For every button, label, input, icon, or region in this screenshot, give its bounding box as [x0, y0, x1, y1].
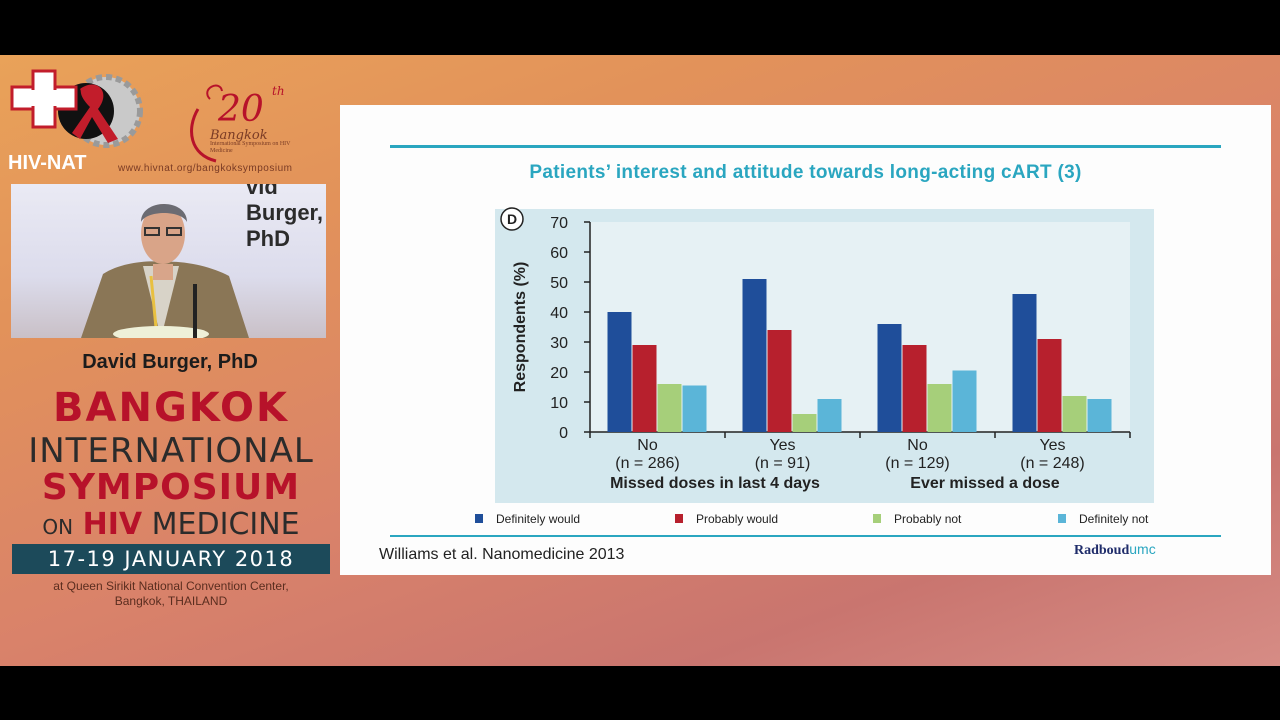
bar [877, 324, 902, 432]
panel-label-circle [500, 207, 524, 231]
speaker-figure [81, 204, 249, 338]
bar [632, 345, 657, 432]
x-tick-label-n: (n = 286) [615, 455, 679, 472]
symposium-title-hiv: HIV [82, 507, 143, 542]
speaker-video-feed: vid Burger, PhD [11, 184, 326, 338]
x-tick-label-n: (n = 248) [1020, 455, 1084, 472]
y-tick-label: 50 [550, 275, 568, 292]
slide-title: Patients’ interest and attitude towards … [529, 162, 1082, 183]
y-tick-label: 0 [559, 425, 568, 442]
y-tick-label: 40 [550, 305, 568, 322]
legend-swatch [873, 514, 881, 523]
hivnat-logo: HIV-NAT [8, 69, 143, 174]
x-group-label: Ever missed a dose [910, 475, 1060, 492]
bar [952, 370, 977, 432]
bar [682, 385, 707, 432]
x-tick-label: Yes [1039, 437, 1065, 454]
brand-suffix: umc [1129, 541, 1156, 557]
bar [817, 399, 842, 432]
x-group-label: Missed doses in last 4 days [610, 475, 820, 492]
bar [607, 312, 632, 432]
venue-line-1: at Queen Sirikit National Convention Cen… [53, 579, 289, 593]
legend-swatch [675, 514, 683, 523]
radboudumc-logo: Radboudumc [1074, 541, 1156, 559]
conference-branding-panel: HIV-NAT 20 th Bangkok International Symp… [0, 55, 340, 666]
legend-label: Definitely would [496, 512, 580, 526]
presentation-slide: Patients’ interest and attitude towards … [340, 105, 1271, 575]
symposium-dates: 17-19 JANUARY 2018 [12, 544, 330, 574]
y-tick-label: 30 [550, 335, 568, 352]
legend-label: Probably would [696, 512, 778, 526]
y-axis-label: Respondents (%) [512, 262, 529, 393]
bar [1062, 396, 1087, 432]
slide-citation: Williams et al. Nanomedicine 2013 [379, 546, 625, 563]
symposium-title-on: ON [42, 515, 74, 539]
symposium-title-symposium: SYMPOSIUM [41, 467, 301, 508]
legend-swatch [1058, 514, 1066, 523]
x-tick-label-n: (n = 129) [885, 455, 949, 472]
bar [657, 384, 682, 432]
symposium-title-hiv-medicine: ON HIV MEDICINE [10, 507, 332, 542]
bar [792, 414, 817, 432]
bar [902, 345, 927, 432]
x-tick-label: Yes [769, 437, 795, 454]
slide-top-rule [390, 145, 1221, 148]
y-tick-label: 70 [550, 215, 568, 232]
symposium-title-medicine: MEDICINE [151, 507, 300, 542]
bar [1087, 399, 1112, 432]
speaker-name: David Burger, PhD [82, 351, 258, 373]
symposium-title-international: INTERNATIONAL [28, 431, 314, 471]
bar [1037, 339, 1062, 432]
y-tick-label: 60 [550, 245, 568, 262]
bar [1012, 294, 1037, 432]
20th-symposium-logo: 20 th Bangkok International Symposium on… [190, 84, 290, 163]
x-tick-label: No [637, 437, 658, 454]
bar [927, 384, 952, 432]
y-tick-label: 20 [550, 365, 568, 382]
legend-label: Definitely not [1079, 512, 1149, 526]
bar [742, 279, 767, 432]
video-frame: HIV-NAT 20 th Bangkok International Symp… [0, 55, 1280, 666]
symposium-title-bangkok: BANGKOK [53, 385, 289, 431]
svg-text:HIV-NAT: HIV-NAT [8, 152, 87, 174]
x-tick-label-n: (n = 91) [755, 455, 811, 472]
x-tick-label: No [907, 437, 928, 454]
venue-line-2: Bangkok, THAILAND [114, 594, 228, 608]
legend-swatch [475, 514, 483, 523]
panel-label: D [507, 211, 517, 227]
legend-label: Probably not [894, 512, 962, 526]
brand-main: Radboud [1074, 543, 1130, 558]
slide-bottom-rule [390, 535, 1221, 537]
website-url: www.hivnat.org/bangkoksymposium [118, 163, 293, 174]
svg-text:20: 20 [217, 89, 264, 130]
svg-text:th: th [272, 84, 285, 98]
svg-text:Bangkok: Bangkok [209, 128, 268, 143]
y-tick-label: 10 [550, 395, 568, 412]
video-overlay-text: vid Burger, PhD [246, 184, 324, 251]
bar [767, 330, 792, 432]
